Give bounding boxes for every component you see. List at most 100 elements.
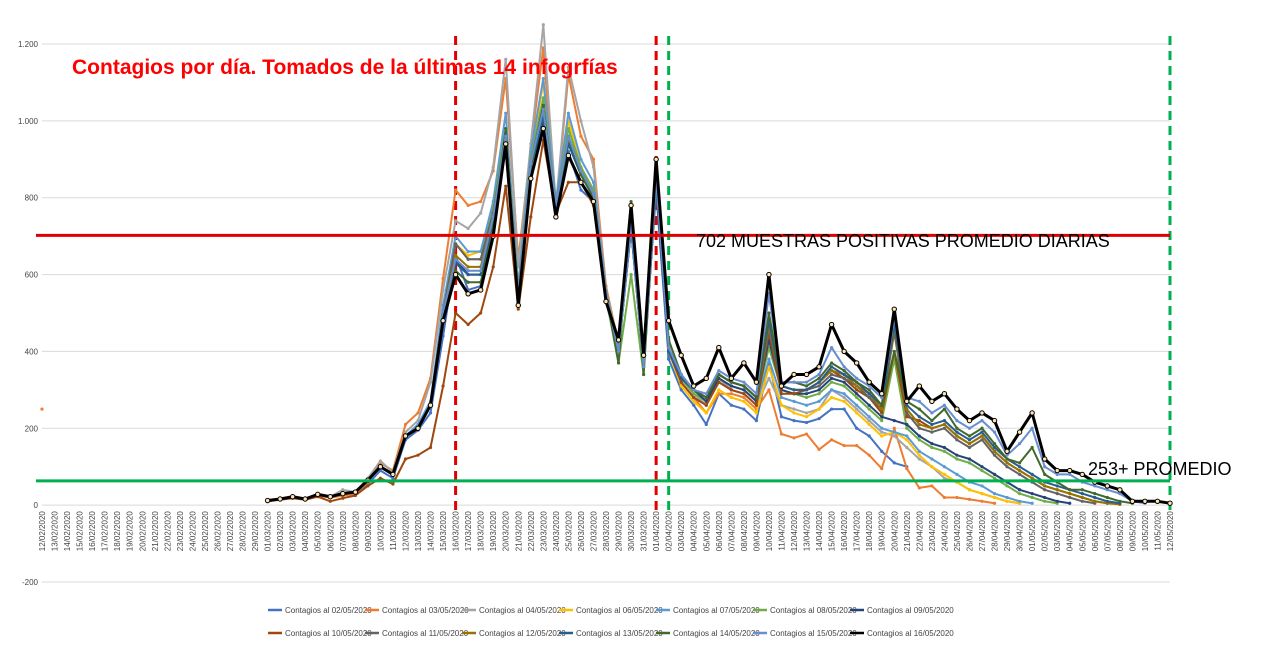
chart-title: Contagios por día. Tomados de la últimas… [72, 56, 618, 79]
data-point [491, 165, 495, 169]
data-point [992, 492, 997, 496]
data-point [466, 265, 470, 269]
data-point [842, 395, 846, 400]
data-point [917, 399, 921, 403]
data-point [930, 426, 934, 430]
data-point [1118, 499, 1122, 503]
data-point [340, 490, 346, 497]
x-tick-label: 30/03/2020 [627, 511, 636, 552]
data-point [991, 417, 998, 424]
x-tick-label: 13/04/2020 [803, 511, 812, 552]
x-tick-label: 07/05/2020 [1103, 511, 1112, 552]
data-point [716, 344, 722, 351]
data-point [1093, 499, 1097, 503]
data-point [830, 376, 834, 380]
data-point [1104, 483, 1111, 489]
legend-entry: Contagios al 14/05/2020 [673, 629, 760, 638]
data-point [967, 445, 972, 450]
x-tick-label: 09/04/2020 [752, 511, 761, 552]
data-point [817, 384, 821, 388]
x-tick-label: 06/03/2020 [326, 511, 335, 552]
data-point [966, 417, 973, 424]
data-point [842, 369, 846, 373]
x-axis-ticks: 12/02/2020 13/02/2020 14/02/2020 15/02/2020… [38, 511, 1175, 552]
x-tick-label: 26/03/2020 [577, 511, 586, 552]
data-point [1018, 472, 1022, 476]
data-point [830, 345, 834, 350]
data-point [1018, 488, 1022, 492]
x-tick-label: 23/02/2020 [176, 511, 185, 552]
data-point [566, 180, 571, 184]
data-point [479, 311, 483, 315]
data-point [880, 411, 884, 415]
data-point [767, 388, 771, 392]
data-point [579, 188, 583, 192]
x-tick-label: 03/03/2020 [289, 511, 298, 552]
data-point [692, 388, 696, 392]
data-point [942, 407, 947, 411]
data-point [792, 419, 796, 423]
data-point [942, 449, 947, 453]
data-point [428, 445, 433, 450]
data-point [341, 496, 345, 500]
data-point [678, 352, 684, 358]
data-point [967, 426, 972, 430]
data-point [979, 410, 985, 416]
series-line-8 [267, 139, 1108, 505]
x-tick-label: 17/03/2020 [464, 511, 473, 552]
data-point [466, 269, 470, 273]
x-tick-label: 14/03/2020 [427, 511, 436, 552]
data-point [980, 492, 984, 496]
data-point [905, 411, 909, 415]
data-point [466, 203, 470, 207]
data-point [992, 430, 997, 434]
data-point [466, 322, 470, 327]
data-point [628, 202, 634, 209]
data-point [590, 198, 597, 205]
x-tick-label: 19/02/2020 [126, 511, 135, 552]
legend-entry: Contagios al 08/05/2020 [770, 606, 857, 615]
data-point [867, 453, 871, 457]
x-tick-label: 05/04/2020 [702, 511, 711, 552]
data-point [955, 495, 959, 500]
x-tick-label: 04/05/2020 [1066, 511, 1075, 552]
data-point [742, 395, 746, 400]
data-point [1041, 456, 1048, 462]
x-tick-label: 08/04/2020 [740, 511, 749, 552]
x-tick-label: 25/02/2020 [201, 511, 210, 552]
x-tick-label: 01/04/2020 [652, 511, 661, 552]
data-point [1043, 499, 1047, 503]
data-point [603, 298, 609, 305]
data-point [403, 457, 408, 461]
data-point [980, 499, 984, 503]
x-tick-label: 18/02/2020 [113, 511, 122, 552]
data-point [1005, 465, 1009, 469]
data-point [930, 465, 934, 469]
data-point [980, 419, 984, 423]
data-point [403, 430, 408, 434]
data-point [980, 468, 984, 473]
data-point [779, 415, 784, 419]
data-point [867, 384, 871, 388]
data-point [917, 434, 921, 438]
data-point [579, 119, 583, 123]
data-point [579, 134, 583, 138]
data-point [1005, 484, 1009, 488]
data-point [791, 371, 797, 378]
data-point [466, 280, 470, 284]
data-point [541, 96, 545, 100]
data-point [779, 403, 784, 407]
data-point [1030, 501, 1034, 505]
data-point [377, 464, 384, 470]
x-tick-label: 24/04/2020 [940, 511, 949, 552]
data-point [779, 392, 784, 396]
data-point [867, 403, 871, 407]
data-point [529, 161, 533, 165]
x-tick-label: 23/04/2020 [928, 511, 937, 552]
data-point [729, 395, 733, 400]
legend-entry: Contagios al 12/05/2020 [479, 629, 566, 638]
data-point [728, 375, 735, 382]
data-point [653, 156, 659, 162]
data-point [855, 376, 859, 380]
x-tick-label: 21/03/2020 [514, 511, 523, 552]
